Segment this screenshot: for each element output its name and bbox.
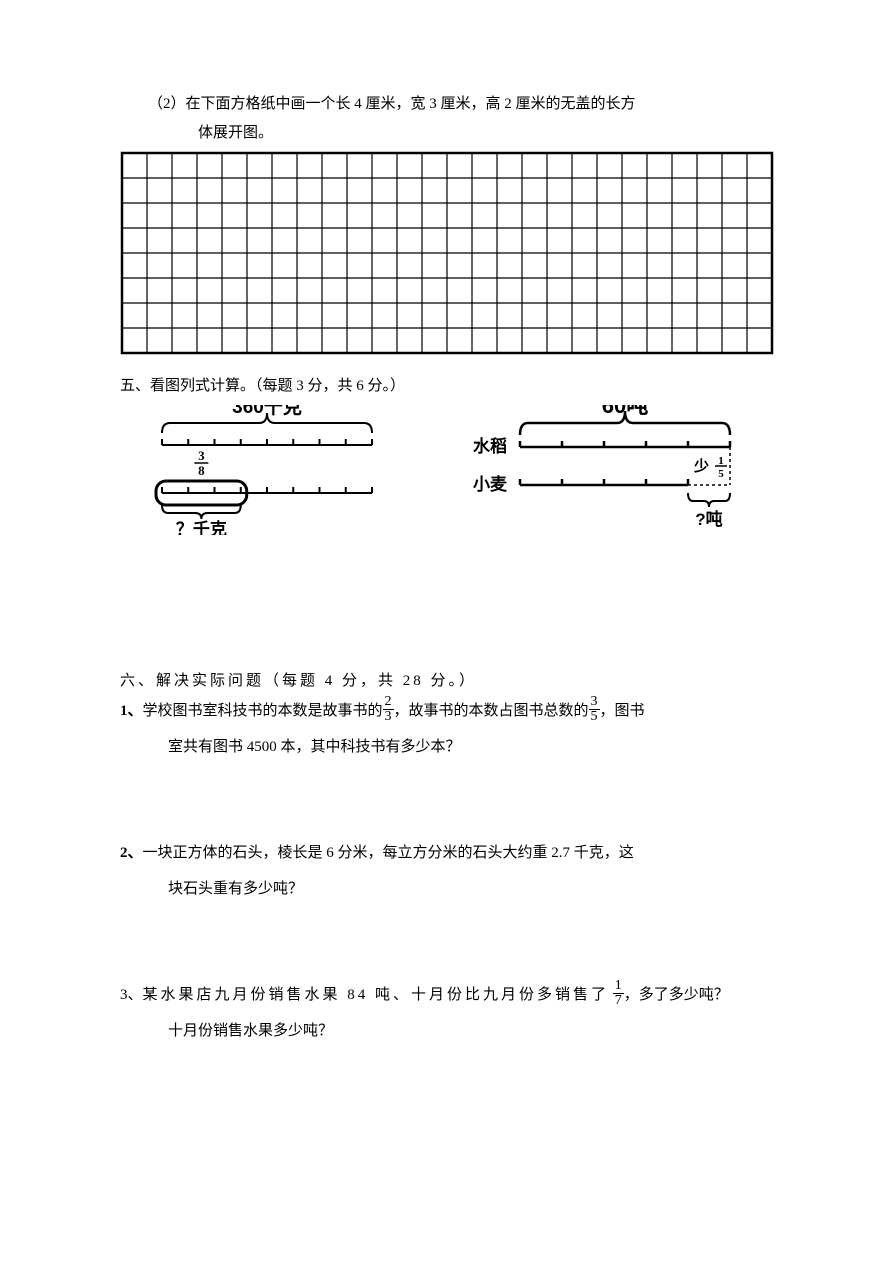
q6-3-num: 3、 [120,987,143,1003]
q6-2-num: 2、 [120,845,143,861]
q6-2-line2: 块石头重有多少吨？ [120,874,772,904]
q6-1-p3: ，图书 [600,703,645,719]
svg-text:360千克: 360千克 [232,405,302,418]
q6-1-frac2: 35 [589,695,600,724]
diagram-left: 360千克 38 ？千克 [140,405,400,535]
q6-3-line2: 十月份销售水果多少吨？ [120,1016,772,1046]
svg-text:少: 少 [693,457,709,475]
svg-text:60吨: 60吨 [602,405,648,418]
svg-text:1: 1 [718,455,724,467]
q6-3: 3、某水果店九月份销售水果 84 吨、十月份比九月份多销售了 17，多了多少吨？ [120,980,772,1010]
grid-paper [120,151,772,360]
svg-text:?吨: ?吨 [695,509,722,529]
q6-2-t1: 一块正方体的石头，棱长是 6 分米，每立方分米的石头大约重 2.7 千克，这 [143,845,634,861]
q6-3-frac: 17 [613,979,624,1008]
q6-1-line2: 室共有图书 4500 本，其中科技书有多少本？ [120,732,772,762]
q6-3-p2: ，多了多少吨？ [624,987,729,1003]
q6-1-p1: 学校图书室科技书的本数是故事书的 [143,703,383,719]
q6-1: 1、学校图书室科技书的本数是故事书的23，故事书的本数占图书总数的35，图书 [120,696,772,726]
svg-text:？千克: ？千克 [176,519,227,535]
q6-1-p2: ，故事书的本数占图书总数的 [394,703,589,719]
q6-1-frac1: 23 [383,695,394,724]
svg-text:水稻: 水稻 [473,436,507,456]
svg-text:8: 8 [198,463,205,478]
q2-text1: 在下面方格纸中画一个长 4 厘米，宽 3 厘米，高 2 厘米的无盖的长方 [186,96,636,112]
svg-text:3: 3 [198,448,205,463]
svg-text:小麦: 小麦 [473,474,508,494]
diagram-right: 60吨水稻小麦 少15 ?吨 [460,405,760,535]
q6-3-p1: 某水果店九月份销售水果 84 吨、十月份比九月份多销售了 [143,987,610,1003]
section5-heading: 五、看图列式计算。（每题 3 分，共 6 分。） [120,374,772,395]
q2-line1: （2）在下面方格纸中画一个长 4 厘米，宽 3 厘米，高 2 厘米的无盖的长方 [120,90,772,119]
diagram-row: 360千克 38 ？千克 60吨水稻小麦 少15 ?吨 [140,405,772,535]
q2-line2: 体展开图。 [120,119,772,148]
q6-2: 2、一块正方体的石头，棱长是 6 分米，每立方分米的石头大约重 2.7 千克，这 [120,838,772,868]
section6-heading: 六、解决实际问题（每题 4 分，共 28 分。） [120,669,772,690]
q6-1-num: 1、 [120,703,143,719]
svg-text:5: 5 [718,468,724,480]
grid-svg [120,151,774,355]
q2-label: （2） [148,96,186,112]
